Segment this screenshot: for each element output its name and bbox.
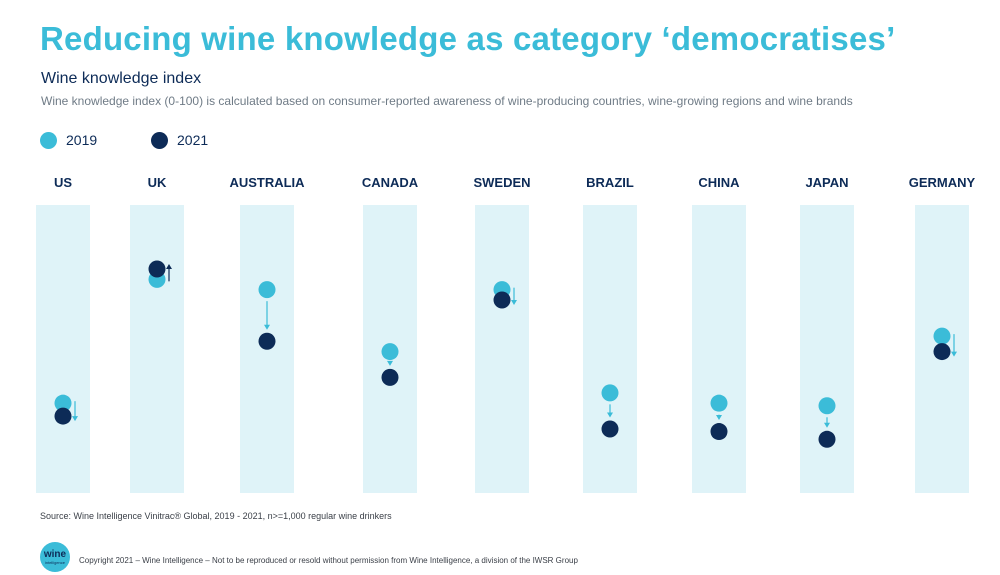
logo-text-main: wine xyxy=(43,548,67,560)
copyright-note: Copyright 2021 – Wine Intelligence – Not… xyxy=(79,556,578,565)
dot-2021-china xyxy=(710,423,728,441)
change-arrow-head-australia xyxy=(264,324,270,330)
column-china xyxy=(692,205,746,493)
dot-2021-sweden xyxy=(493,291,511,309)
legend-item-2019: 2019 xyxy=(40,131,97,149)
dot-2019-germany xyxy=(933,327,951,345)
column-sweden xyxy=(475,205,529,493)
legend-dot-2019-icon xyxy=(40,131,57,149)
category-label-japan: JAPAN xyxy=(805,175,848,190)
change-arrow-head-uk xyxy=(166,264,172,270)
wine-intelligence-logo: wine intelligence xyxy=(40,542,70,572)
legend-label-2021: 2021 xyxy=(177,132,209,148)
column-japan xyxy=(800,205,854,493)
category-label-brazil: BRAZIL xyxy=(586,175,634,190)
change-arrow-head-germany xyxy=(951,351,957,357)
category-label-canada: CANADA xyxy=(362,175,419,190)
column-us xyxy=(36,205,90,493)
change-arrow-head-japan xyxy=(824,422,830,428)
change-arrow-head-us xyxy=(72,416,78,422)
dot-2021-us xyxy=(54,407,72,425)
category-label-sweden: SWEDEN xyxy=(473,175,530,190)
dot-2019-canada xyxy=(381,343,399,361)
change-arrow-head-canada xyxy=(387,360,393,366)
dot-2021-brazil xyxy=(601,420,619,438)
column-uk xyxy=(130,205,184,493)
category-label-uk: UK xyxy=(148,175,167,190)
dot-2019-australia xyxy=(258,281,276,299)
legend-label-2019: 2019 xyxy=(66,132,98,148)
dot-2021-germany xyxy=(933,343,951,361)
dot-2021-canada xyxy=(381,368,399,386)
dot-2021-uk xyxy=(148,260,166,278)
category-label-australia: AUSTRALIA xyxy=(229,175,305,190)
change-arrow-head-china xyxy=(716,415,722,421)
logo-text-sub: intelligence xyxy=(44,559,65,565)
dot-2019-japan xyxy=(818,397,836,415)
column-brazil xyxy=(583,205,637,493)
dot-2021-australia xyxy=(258,332,276,350)
dot-2019-brazil xyxy=(601,384,619,402)
dot-2019-us xyxy=(54,394,72,412)
dot-chart: US UK AUSTRALIA CANADA SWEDEN BRAZIL CHINA JAPA… xyxy=(36,175,976,493)
category-label-germany: GERMANY xyxy=(909,175,976,190)
change-arrow-head-sweden xyxy=(511,299,517,305)
category-label-china: CHINA xyxy=(698,175,740,190)
chart-subtitle: Wine knowledge index xyxy=(41,70,202,87)
legend-item-2021: 2021 xyxy=(151,131,208,149)
dot-2019-china xyxy=(710,394,728,412)
legend-dot-2021-icon xyxy=(151,131,168,149)
chart-description: Wine knowledge index (0-100) is calculat… xyxy=(41,94,853,108)
dot-2021-japan xyxy=(818,430,836,448)
page-title: Reducing wine knowledge as category ‘dem… xyxy=(40,20,896,57)
category-label-us: US xyxy=(54,175,72,190)
source-note: Source: Wine Intelligence Vinitrac® Glob… xyxy=(40,511,392,521)
change-arrow-head-brazil xyxy=(607,412,613,418)
